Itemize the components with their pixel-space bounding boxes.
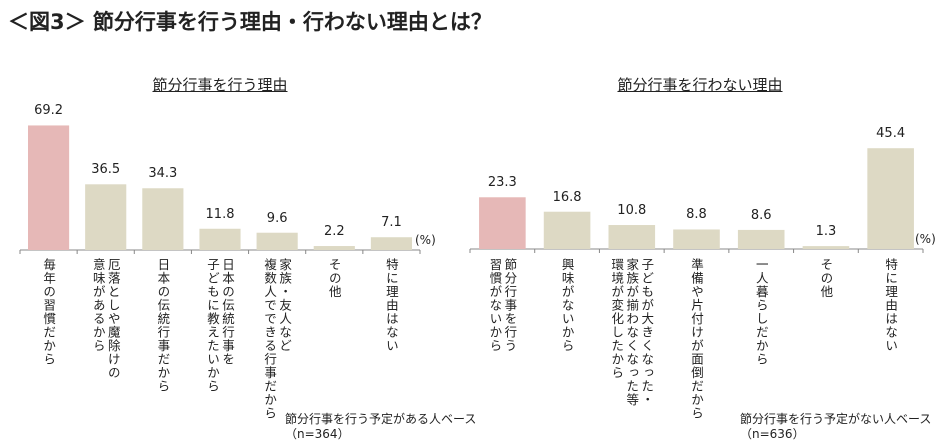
category-label-line: その他	[818, 258, 834, 299]
bar	[199, 228, 241, 250]
data-label: 10.8	[617, 203, 647, 219]
figure-title: ＜図3＞ 節分行事を行う理由・行わない理由とは？	[8, 10, 492, 34]
data-label: 1.3	[815, 224, 837, 240]
category-label-line: 準備や片付けが面倒だから	[689, 258, 704, 420]
base-note-line: （n=636）	[740, 427, 805, 441]
data-label: 11.8	[205, 206, 235, 222]
category-label-line: 節分行事を行う	[502, 258, 518, 353]
category-label: 一人暮らしだから	[754, 258, 769, 366]
bar	[543, 211, 591, 249]
data-label: 45.4	[876, 126, 906, 142]
chart-title: 節分行事を行う理由	[152, 76, 288, 94]
category-label: 特に理由はない	[384, 258, 399, 353]
category-label: 子どもが大きくなった・ 家族が揃わなくなった等 環境が変化したから	[609, 258, 654, 407]
category-label: その他	[818, 258, 833, 299]
bar	[313, 246, 355, 250]
category-label: その他	[327, 258, 342, 299]
category-label-line: 環境が変化したから	[609, 258, 625, 380]
category-label-line: 一人暮らしだから	[753, 258, 769, 366]
base-note-line: （n=364）	[285, 427, 350, 441]
data-label: 69.2	[34, 103, 64, 119]
category-label: 日本の伝統行事だから	[155, 258, 170, 393]
unit-label: (%)	[415, 233, 436, 247]
category-label-line: 厄落としや魔除けの	[105, 258, 121, 380]
bar	[85, 184, 127, 250]
category-label-line: 家族・友人など	[277, 258, 293, 353]
category-label: 特に理由はない	[883, 258, 898, 353]
category-label-line: 特に理由はない	[383, 258, 399, 353]
category-label: 厄落としや魔除けの 意味があるから	[91, 258, 121, 380]
category-label-line: 家族が揃わなくなった等	[624, 258, 640, 407]
data-label: 8.6	[750, 207, 772, 223]
category-label-line: 複数人でできる行事だから	[262, 258, 278, 420]
bar	[802, 246, 850, 249]
bar	[142, 188, 184, 250]
category-label-line: 子どもに教えたいから	[205, 258, 220, 393]
bar	[370, 237, 412, 250]
data-label: 36.5	[91, 162, 121, 178]
base-note: 節分行事を行う予定がある人ベース （n=364）	[285, 412, 476, 442]
category-label: 家族・友人など 複数人でできる行事だから	[262, 258, 292, 420]
base-note: 節分行事を行う予定がない人ベース （n=636）	[740, 412, 931, 442]
bar	[28, 125, 70, 250]
category-label: 興味がないから	[560, 258, 575, 353]
category-label: 毎年の習慣だから	[41, 258, 56, 366]
bar	[737, 229, 785, 249]
data-label: 23.3	[487, 175, 517, 191]
bar	[256, 232, 298, 250]
data-label: 34.3	[148, 166, 178, 182]
category-label-line: 毎年の習慣だから	[41, 258, 57, 366]
base-note-line: 節分行事を行う予定がある人ベース	[285, 412, 477, 426]
bar	[479, 197, 526, 249]
data-label: 7.1	[381, 215, 402, 231]
data-label: 2.2	[323, 224, 345, 240]
bar	[673, 229, 720, 249]
category-label-line: 習慣がないから	[487, 258, 503, 353]
base-note-line: 節分行事を行う予定がない人ベース	[740, 412, 932, 426]
category-label: 節分行事を行う 習慣がないから	[487, 258, 517, 353]
category-label-line: その他	[326, 258, 342, 299]
bar	[608, 225, 656, 249]
category-label: 準備や片付けが面倒だから	[689, 258, 704, 420]
category-label-line: 意味があるから	[90, 258, 106, 353]
bar	[867, 148, 914, 249]
unit-label: (%)	[915, 232, 936, 246]
data-label: 8.8	[686, 207, 707, 223]
category-label-line: 日本の伝統行事だから	[155, 258, 171, 393]
category-label: 日本の伝統行事を 子どもに教えたいから	[205, 258, 235, 393]
category-label-line: 子どもが大きくなった・	[639, 258, 655, 407]
category-label-line: 興味がないから	[559, 258, 575, 353]
data-label: 9.6	[266, 210, 288, 226]
category-label-line: 特に理由はない	[883, 258, 899, 353]
chart-title: 節分行事を行わない理由	[617, 76, 783, 94]
category-label-line: 日本の伝統行事を	[220, 258, 235, 366]
data-label: 16.8	[552, 189, 582, 205]
